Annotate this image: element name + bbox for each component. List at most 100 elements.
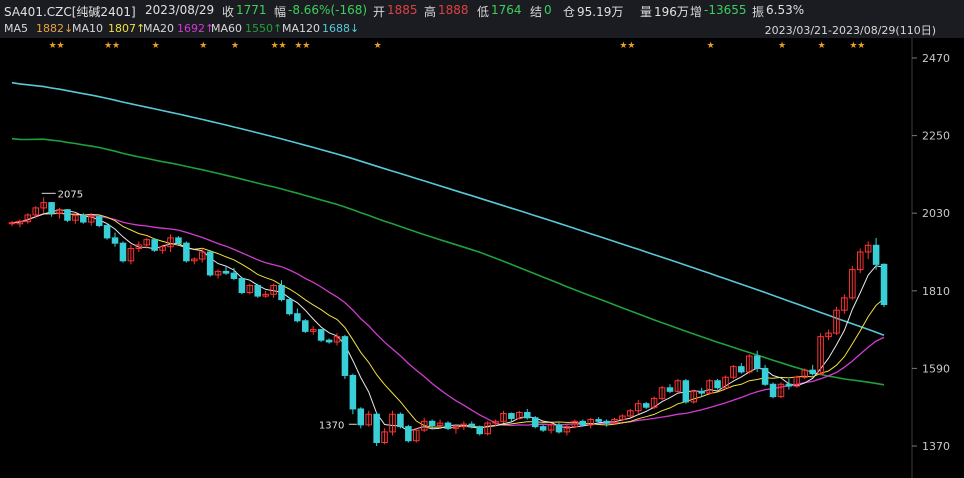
candle-26 xyxy=(214,269,222,279)
candle-body xyxy=(24,214,32,223)
low-label: 低 xyxy=(477,5,490,19)
candle-body xyxy=(64,209,71,221)
date: 2023/08/29 xyxy=(145,3,215,17)
candle-body xyxy=(365,413,372,426)
candle-body xyxy=(690,390,698,403)
candle-body xyxy=(508,413,515,419)
candle-86 xyxy=(690,389,698,404)
oichg-value: -13655 xyxy=(704,3,747,17)
candle-body xyxy=(230,272,238,279)
candle-body xyxy=(666,387,674,392)
candle-13 xyxy=(111,232,119,247)
ma5-label: MA5 xyxy=(4,22,29,35)
candle-body xyxy=(119,242,127,262)
candle-body xyxy=(698,390,705,394)
candle-50 xyxy=(405,424,412,443)
candle-body xyxy=(833,309,840,334)
candle-body xyxy=(428,420,436,427)
candle-17 xyxy=(143,237,151,249)
open-value: 1885 xyxy=(387,3,418,17)
candle-103 xyxy=(825,329,832,341)
y-tick-label-2030: 2030 xyxy=(922,207,950,220)
candle-body xyxy=(206,251,214,276)
candle-38 xyxy=(309,326,317,335)
y-tick-label-1370: 1370 xyxy=(922,440,950,453)
candle-43 xyxy=(349,373,357,415)
candle-body xyxy=(167,237,174,248)
y-tick-label-1810: 1810 xyxy=(922,285,950,298)
candle-21 xyxy=(175,236,182,245)
candle-body xyxy=(254,285,262,297)
candle-61 xyxy=(492,419,499,427)
y-tick-label-2250: 2250 xyxy=(922,130,950,143)
candle-47 xyxy=(381,428,388,445)
candle-body xyxy=(48,202,55,214)
ma5-value: 1882↓ xyxy=(36,22,74,35)
star-107: ★ xyxy=(857,41,865,51)
star-78: ★ xyxy=(627,41,635,51)
symbol[interactable]: SA401.CZC[纯碱2401] xyxy=(4,5,136,19)
candle-body xyxy=(349,374,357,410)
candle-body xyxy=(642,403,650,408)
low-value: 1764 xyxy=(491,3,522,17)
candlestick-chart[interactable]: ★ ★ ★ ★ ★ ★ ★ ★ ★ ★ ★ ★ ★ ★ ★ ★ ★ ★ ★ 24702250203018101590… xyxy=(0,38,964,478)
candle-body xyxy=(547,424,555,431)
star-97: ★ xyxy=(778,41,786,51)
candle-body xyxy=(238,277,246,294)
candle-70 xyxy=(563,424,571,436)
amp-value: 6.53% xyxy=(766,3,805,17)
candle-body xyxy=(579,420,587,426)
candle-body xyxy=(159,246,166,251)
candle-5 xyxy=(48,201,55,217)
star-37: ★ xyxy=(302,41,310,51)
candles xyxy=(8,197,888,446)
candle-36 xyxy=(294,308,301,323)
candle-body xyxy=(531,417,539,428)
candle-54 xyxy=(436,419,444,429)
candle-80 xyxy=(642,401,650,409)
ma60-value: 1550↑ xyxy=(245,22,283,35)
star-33: ★ xyxy=(271,41,279,51)
star-106: ★ xyxy=(849,41,857,51)
candle-body xyxy=(460,423,468,428)
candle-78 xyxy=(627,408,634,418)
oi-label: 仓 xyxy=(563,5,576,19)
star-102: ★ xyxy=(818,41,826,51)
candle-11 xyxy=(95,214,103,228)
candle-41 xyxy=(333,333,341,346)
candle-body xyxy=(555,424,563,433)
candle-body xyxy=(706,380,713,394)
candle-body xyxy=(80,215,87,223)
candle-20 xyxy=(167,234,174,252)
candle-52 xyxy=(420,417,428,432)
candle-body xyxy=(302,320,309,332)
date-range[interactable]: 2023/03/21-2023/08/29(110日) xyxy=(764,24,936,37)
star-28: ★ xyxy=(231,41,239,51)
candle-53 xyxy=(428,419,436,429)
star-88: ★ xyxy=(707,41,715,51)
candle-40 xyxy=(325,338,333,344)
candle-body xyxy=(373,413,380,443)
candle-body xyxy=(191,258,198,262)
candle-85 xyxy=(682,378,690,404)
candle-body xyxy=(40,202,47,209)
candle-91 xyxy=(730,364,737,379)
candle-body xyxy=(56,209,63,214)
candle-body xyxy=(761,367,769,385)
candle-body xyxy=(864,244,872,253)
candle-body xyxy=(872,244,880,265)
candle-94 xyxy=(753,350,761,372)
candle-45 xyxy=(365,410,372,427)
candle-48 xyxy=(389,410,396,436)
candle-65 xyxy=(524,408,531,420)
candle-60 xyxy=(484,421,491,436)
candle-body xyxy=(214,270,222,276)
candle-23 xyxy=(191,257,198,265)
candle-body xyxy=(595,419,602,422)
candle-body xyxy=(333,336,341,343)
candle-body xyxy=(222,270,230,274)
candle-83 xyxy=(666,384,674,394)
candle-body xyxy=(619,415,626,421)
candle-body xyxy=(420,420,428,431)
candle-33 xyxy=(270,283,277,298)
